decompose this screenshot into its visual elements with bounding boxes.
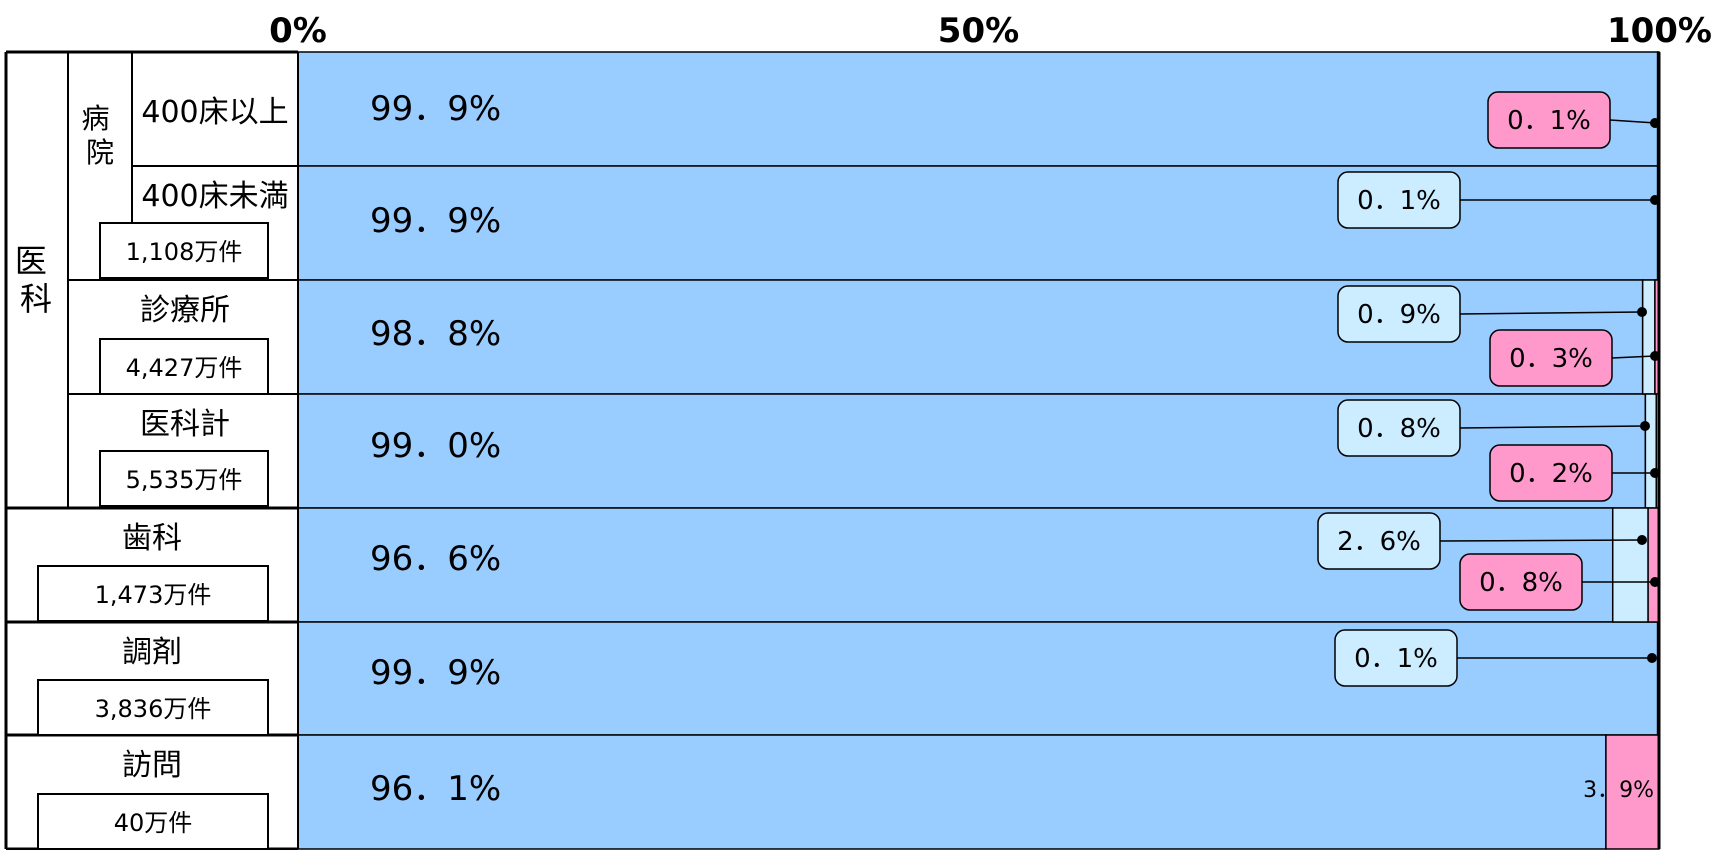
callout-box [1334,629,1458,687]
callout-label: 0．1% [1354,644,1438,674]
callout-box [1337,171,1461,229]
group-label-ika: 医 科 [15,242,57,318]
count-box [99,338,269,395]
row-label: 訪問 [122,748,182,783]
value-label: 99．9% [370,201,501,241]
x-tick-label: 100% [1607,11,1712,51]
group-label-byoin: 病 院 [82,102,119,169]
callout-label: 0．2% [1509,459,1593,489]
callout-box [1459,553,1583,611]
callout-box [1489,444,1613,502]
callout-leader [1611,355,1656,359]
callout-box [1337,285,1461,343]
count-label: 4,427万件 [126,354,243,382]
callout-box [1337,399,1461,457]
count-box [37,565,269,622]
row-label: 調剤 [122,635,182,670]
callout-dot [1650,195,1660,205]
value-label: 98．8% [370,314,501,354]
row-label: 400床以上 [141,95,288,130]
callout-leader [1609,119,1656,124]
callout-label: 2．6% [1337,527,1421,557]
count-label: 1,108万件 [126,238,243,266]
value-label: 99．9% [370,89,501,129]
callout-box [1317,512,1441,570]
bar-segment [1644,393,1658,509]
count-label: 3,836万件 [95,695,212,723]
value-label: 99．0% [370,426,501,466]
callout-dot [1650,577,1660,587]
bar-segment [1605,734,1660,850]
callout-leader [1439,539,1643,542]
x-tick-label: 50% [938,11,1019,51]
callouts: 99．9% 0．1% 99．9% 0．1% 98．8% 0．9% 0．3% 99．0% 0．8%… [370,89,1660,809]
callout-label: 0．8% [1479,568,1563,598]
bar-segment [297,734,1607,850]
callout-box [1489,329,1613,387]
bar-segment [1641,279,1656,395]
callout-label: 0．1% [1357,186,1441,216]
count-box [37,793,269,850]
value-label: 99．9% [370,653,501,693]
value-label: 96．1% [370,769,501,809]
callout-label: 0．3% [1509,344,1593,374]
callout-label: 0．8% [1357,414,1441,444]
callout-box [1487,91,1611,149]
bar-segment [297,51,1659,167]
callout-dot [1647,653,1657,663]
x-axis: 0% 50% 100% [269,11,1712,51]
callout-dot [1650,118,1660,128]
count-label: 5,535万件 [126,466,243,494]
value-label: 96．6% [370,539,501,579]
callout-dot [1637,307,1647,317]
row-label: 歯科 [122,521,182,556]
count-label: 1,473万件 [95,581,212,609]
callout-dot [1650,468,1660,478]
count-label: 40万件 [114,809,193,837]
bar-segment [1611,507,1649,623]
inside-value-label: 3．9% [1583,778,1654,803]
callout-leader [1459,425,1646,429]
callout-label: 0．9% [1357,300,1441,330]
row-label: 400床未満 [141,179,288,214]
count-box [37,679,269,736]
count-box [99,450,269,507]
callout-dot [1637,535,1647,545]
bar-segment [1647,507,1660,623]
row-label: 診療所 [140,293,230,328]
callout-label: 0．1% [1507,106,1591,136]
callout-leader [1459,311,1643,315]
x-tick-label: 0% [269,11,327,51]
count-box [99,222,269,279]
row-label: 医科計 [140,407,230,442]
callout-dot [1640,421,1650,431]
callout-dot [1650,351,1660,361]
